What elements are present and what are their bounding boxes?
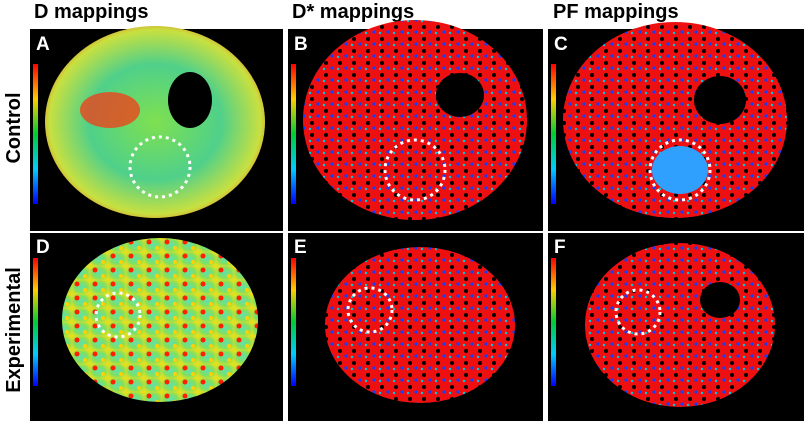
panel: E	[288, 233, 543, 421]
panel-label: B	[294, 34, 308, 55]
column-header: D* mappings	[292, 1, 414, 23]
panel-label: A	[36, 34, 50, 55]
panel: B	[288, 20, 543, 231]
panel-label: C	[554, 34, 568, 55]
column-header: PF mappings	[553, 1, 679, 23]
panel-label: D	[36, 237, 50, 258]
row-label: Control	[3, 92, 25, 163]
row-label: Experimental	[3, 267, 25, 393]
panel-label: F	[554, 237, 566, 258]
panel: A	[30, 26, 283, 231]
column-header: D mappings	[34, 1, 148, 23]
panel: D	[30, 233, 283, 421]
panel: F	[548, 233, 804, 421]
panel-label: E	[294, 237, 307, 258]
panel: C	[548, 22, 804, 231]
